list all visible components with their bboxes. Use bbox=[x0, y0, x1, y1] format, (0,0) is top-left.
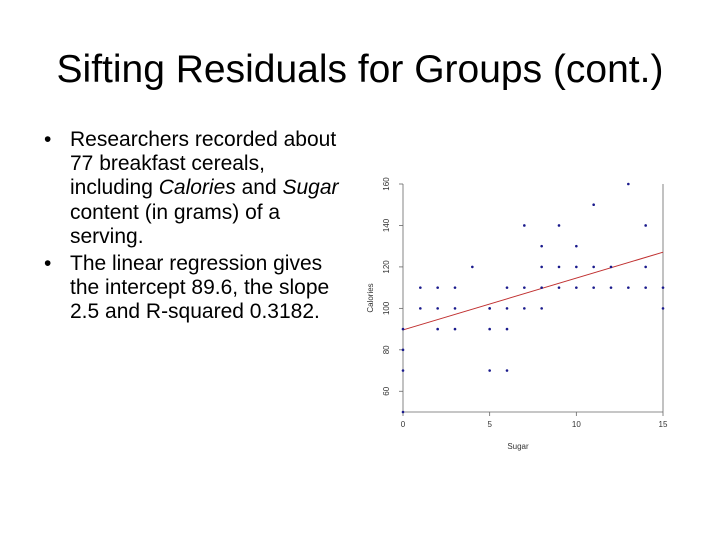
data-point bbox=[644, 265, 647, 269]
data-point bbox=[540, 244, 543, 248]
data-point bbox=[453, 286, 457, 289]
x-tick-label: 10 bbox=[572, 420, 581, 429]
data-point bbox=[557, 265, 561, 269]
y-tick-label: 100 bbox=[382, 301, 391, 315]
data-point bbox=[401, 369, 405, 372]
data-point bbox=[661, 286, 665, 289]
data-point bbox=[419, 286, 422, 289]
bullet-item: • Researchers recorded about 77 breakfas… bbox=[44, 128, 344, 249]
bullet-text-italic: Calories bbox=[158, 176, 236, 200]
y-axis-label: Calories bbox=[366, 283, 375, 312]
bullet-text: The linear regression gives the intercep… bbox=[70, 252, 330, 324]
data-point bbox=[505, 369, 509, 372]
bullet-dot-icon: • bbox=[44, 128, 52, 151]
x-tick-label: 15 bbox=[659, 420, 668, 429]
data-point bbox=[609, 265, 613, 269]
data-point bbox=[592, 203, 595, 207]
bullet-text: and bbox=[235, 176, 283, 200]
data-point bbox=[488, 307, 491, 310]
regression-line bbox=[402, 251, 664, 331]
scatter-plot: 0 5 10 15 60 80 100 120 140 160 Sugar Calories bbox=[366, 177, 668, 451]
bullet-text-italic: Sugar bbox=[282, 176, 339, 200]
data-point bbox=[453, 327, 457, 331]
data-point bbox=[627, 182, 630, 186]
data-point bbox=[401, 348, 405, 352]
data-point bbox=[644, 224, 647, 227]
data-point bbox=[627, 286, 630, 289]
data-point bbox=[488, 369, 491, 372]
data-point bbox=[453, 307, 457, 310]
data-point bbox=[540, 286, 543, 289]
y-tick-label: 160 bbox=[382, 177, 391, 191]
bullet-text: content (in grams) of a serving. bbox=[70, 200, 281, 248]
data-point bbox=[575, 265, 578, 269]
data-point bbox=[436, 327, 439, 331]
y-tick-label: 120 bbox=[382, 260, 391, 274]
data-point bbox=[644, 286, 647, 289]
data-point bbox=[592, 286, 595, 289]
data-point bbox=[540, 265, 543, 269]
data-point bbox=[523, 224, 526, 227]
data-point bbox=[436, 286, 439, 289]
data-point bbox=[471, 265, 474, 269]
data-point bbox=[661, 307, 665, 310]
data-point bbox=[575, 286, 578, 289]
data-point bbox=[401, 410, 405, 414]
data-point bbox=[436, 307, 439, 310]
slide-title: Sifting Residuals for Groups (cont.) bbox=[56, 48, 664, 91]
bullet-item: • The linear regression gives the interc… bbox=[44, 252, 344, 325]
data-point bbox=[523, 307, 526, 310]
bullet-list: • Researchers recorded about 77 breakfas… bbox=[44, 128, 344, 328]
data-point bbox=[505, 307, 509, 310]
y-tick-label: 80 bbox=[382, 345, 391, 354]
data-point bbox=[540, 307, 543, 310]
data-point bbox=[419, 307, 422, 310]
y-tick-label: 60 bbox=[382, 386, 391, 395]
data-point bbox=[505, 327, 509, 331]
data-point bbox=[557, 286, 561, 289]
x-tick-label: 5 bbox=[487, 420, 492, 429]
y-tick-label: 140 bbox=[382, 218, 391, 232]
bullet-dot-icon: • bbox=[44, 252, 52, 276]
x-axis-label: Sugar bbox=[507, 442, 529, 451]
bullet-text: Researchers recorded about 77 breakfast … bbox=[70, 128, 337, 200]
data-point bbox=[488, 327, 491, 331]
x-tick-label: 0 bbox=[401, 420, 406, 429]
data-point bbox=[575, 244, 578, 248]
data-point bbox=[505, 286, 509, 289]
data-point bbox=[592, 265, 595, 269]
data-point bbox=[401, 327, 405, 331]
data-point bbox=[523, 286, 526, 289]
data-point bbox=[609, 286, 613, 289]
data-point bbox=[557, 224, 561, 227]
